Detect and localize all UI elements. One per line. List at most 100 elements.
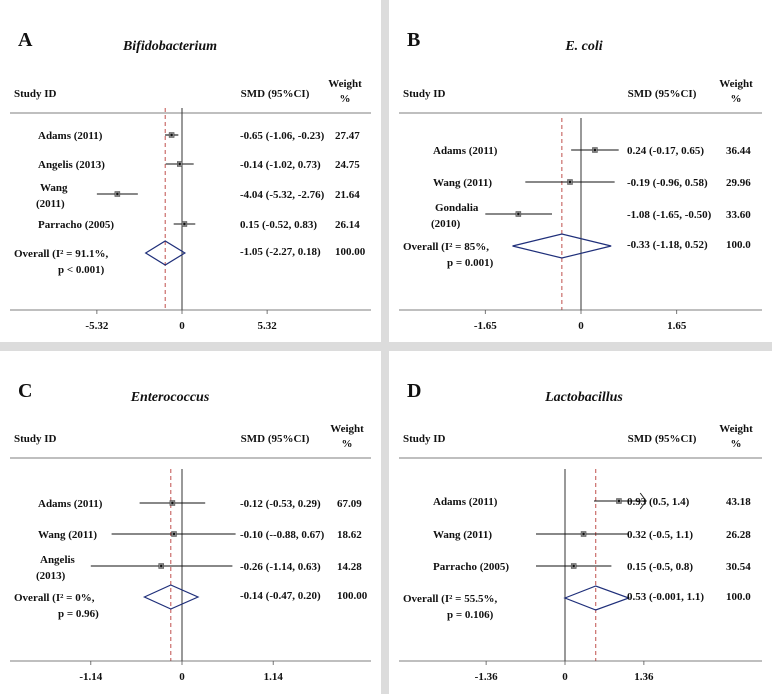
forest-panel-d: D Lactobacillus Study ID SMD (95%CI) Weight%… [389, 351, 772, 694]
study-point-center [582, 532, 585, 536]
study-label: Wang (2011) [433, 177, 492, 189]
x-tick-label: -1.65 [474, 320, 497, 332]
overall-smd-ci: 0.53 (-0.001, 1.1) [627, 591, 704, 603]
study-label: Parracho (2005) [38, 219, 114, 231]
study-label: Wang (2011) [433, 529, 492, 541]
x-tick-label: 1.14 [264, 671, 284, 683]
study-weight: 26.14 [335, 219, 360, 231]
study-weight: 26.28 [726, 529, 751, 541]
study-smd-ci: 0.24 (-0.17, 0.65) [627, 145, 704, 157]
overall-diamond [512, 233, 612, 259]
forest-panel-c: C Enterococcus Study ID SMD (95%CI) Weight% A… [0, 351, 381, 694]
study-label-year: (2010) [431, 218, 461, 230]
overall-label: Overall (I² = 0%, [14, 592, 95, 604]
study-smd-ci: 0.93 (0.5, 1.4) [627, 496, 690, 508]
study-smd-ci: -0.12 (-0.53, 0.29) [240, 498, 321, 510]
header-study-id: Study ID [14, 433, 57, 445]
study-smd-ci: -1.08 (-1.65, -0.50) [627, 209, 712, 221]
header-study-id: Study ID [14, 88, 57, 100]
header-weight: Weight [719, 423, 753, 435]
forest-panel-a: A Bifidobacterium Study ID SMD (95%CI) Weigh… [0, 0, 381, 342]
study-weight: 18.62 [337, 529, 362, 541]
study-label: Parracho (2005) [433, 561, 509, 573]
forest-plot-a: A Bifidobacterium Study ID SMD (95%CI) Weigh… [10, 29, 371, 332]
x-tick-label: 1.36 [634, 671, 654, 683]
panel-letter: A [18, 29, 33, 51]
panel-letter: C [18, 380, 32, 402]
overall-diamond [563, 585, 631, 611]
study-point-center [593, 148, 597, 152]
study-smd-ci: 0.15 (-0.52, 0.83) [240, 219, 317, 231]
study-weight: 67.09 [337, 498, 362, 510]
study-smd-ci: -0.14 (-1.02, 0.73) [240, 159, 321, 171]
overall-weight: 100.00 [337, 590, 368, 602]
overall-diamond [144, 240, 187, 266]
forest-plot-c: C Enterococcus Study ID SMD (95%CI) Weight% A… [10, 380, 371, 683]
study-label-year: (2013) [36, 570, 66, 582]
panel-letter: B [407, 29, 420, 51]
x-tick-label: 0 [578, 320, 584, 332]
overall-label-p: p < 0.001) [58, 264, 105, 276]
study-label-year: (2011) [36, 198, 65, 210]
overall-label-p: p = 0.96) [58, 608, 99, 620]
study-smd-ci: 0.15 (-0.5, 0.8) [627, 561, 693, 573]
header-weight: Weight [328, 78, 362, 90]
panel-title: E. coli [564, 39, 602, 54]
study-label: Angelis (2013) [38, 159, 105, 171]
overall-smd-ci: -1.05 (-2.27, 0.18) [240, 246, 321, 258]
x-tick-label: 0 [562, 671, 568, 683]
study-point-center [160, 564, 163, 568]
x-tick-label: -1.14 [79, 671, 102, 683]
study-weight: 27.47 [335, 130, 360, 142]
header-weight-unit: % [731, 438, 742, 450]
study-smd-ci: -0.10 (--0.88, 0.67) [240, 529, 325, 541]
study-label: Adams (2011) [433, 496, 498, 508]
study-point-center [116, 192, 119, 196]
overall-smd-ci: -0.14 (-0.47, 0.20) [240, 590, 321, 602]
x-tick-label: 0 [179, 671, 185, 683]
header-study-id: Study ID [403, 433, 446, 445]
study-weight: 24.75 [335, 159, 360, 171]
header-study-id: Study ID [403, 88, 446, 100]
x-tick-label: 1.65 [667, 320, 687, 332]
header-weight: Weight [330, 423, 364, 435]
overall-label-p: p = 0.001) [447, 257, 494, 269]
panel-title: Lactobacillus [544, 390, 623, 405]
study-point-center [572, 564, 575, 568]
study-point-center [172, 532, 176, 536]
study-label: Angelis [40, 554, 76, 566]
x-tick-label: 0 [179, 320, 185, 332]
x-tick-label: -5.32 [85, 320, 108, 332]
header-weight-unit: % [731, 93, 742, 105]
header-smd: SMD (95%CI) [241, 88, 310, 100]
study-point-center [183, 222, 186, 226]
study-label: Wang (2011) [38, 529, 97, 541]
panel-title: Enterococcus [130, 390, 210, 405]
overall-label: Overall (I² = 85%, [403, 241, 489, 253]
study-smd-ci: -0.65 (-1.06, -0.23) [240, 130, 325, 142]
study-weight: 21.64 [335, 189, 360, 201]
overall-weight: 100.00 [335, 246, 366, 258]
study-weight: 36.44 [726, 145, 751, 157]
study-label: Wang [40, 182, 68, 194]
study-weight: 29.96 [726, 177, 751, 189]
forest-plot-b: B E. coli Study ID SMD (95%CI) Weight% Adams … [399, 29, 762, 332]
header-weight: Weight [719, 78, 753, 90]
forest-plot-d: D Lactobacillus Study ID SMD (95%CI) Weight%… [399, 380, 762, 683]
study-smd-ci: 0.32 (-0.5, 1.1) [627, 529, 693, 541]
study-point-center [568, 180, 572, 184]
panel-title: Bifidobacterium [122, 39, 217, 54]
study-label: Adams (2011) [38, 130, 103, 142]
ci-arrow [639, 492, 647, 510]
overall-label: Overall (I² = 91.1%, [14, 248, 108, 260]
header-weight-unit: % [342, 438, 353, 450]
header-smd: SMD (95%CI) [628, 88, 697, 100]
study-point-center [617, 499, 621, 503]
study-point-center [517, 212, 520, 216]
overall-label: Overall (I² = 55.5%, [403, 593, 497, 605]
study-point-center [171, 501, 174, 505]
study-label: Gondalia [435, 202, 479, 214]
study-weight: 33.60 [726, 209, 751, 221]
panel-letter: D [407, 380, 421, 402]
overall-weight: 100.0 [726, 239, 751, 251]
